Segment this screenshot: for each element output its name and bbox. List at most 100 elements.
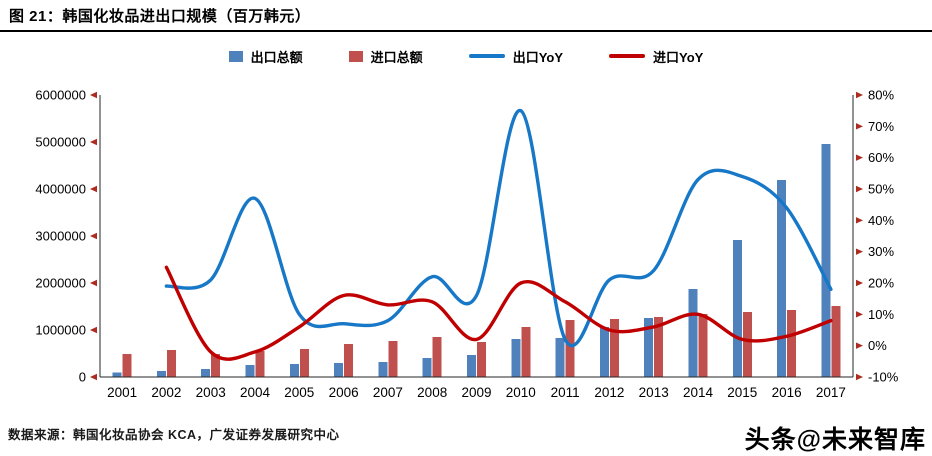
left-axis-tick-label: 0 bbox=[79, 370, 86, 385]
bar bbox=[432, 336, 442, 377]
axis-lines bbox=[99, 95, 854, 378]
left-axis-tick-label: 3000000 bbox=[35, 229, 86, 244]
chart-legend: 出口总额 进口总额 出口YoY 进口YoY bbox=[0, 44, 932, 68]
x-axis-tick-label: 2016 bbox=[772, 385, 802, 400]
right-axis-tick-label: -10% bbox=[868, 370, 899, 385]
bar bbox=[688, 289, 698, 377]
bar bbox=[521, 327, 531, 377]
right-axis-tick-label: 30% bbox=[868, 244, 894, 259]
right-axis-tick-label: 80% bbox=[868, 88, 894, 103]
bars-export-total bbox=[112, 144, 831, 377]
bar bbox=[156, 370, 166, 377]
x-axis-tick-label: 2002 bbox=[151, 385, 181, 400]
line-export-yoy bbox=[164, 108, 833, 348]
legend-swatch-import-bar bbox=[348, 50, 363, 62]
right-axis-tick-label: 20% bbox=[868, 276, 894, 291]
x-axis-tick-label: 2014 bbox=[683, 385, 714, 400]
x-axis-tick-label: 2015 bbox=[727, 385, 757, 400]
bar bbox=[289, 363, 299, 377]
right-axis-tick-label: 60% bbox=[868, 150, 894, 165]
left-tick-marker bbox=[90, 326, 97, 334]
bar bbox=[255, 350, 265, 377]
x-axis-tick-label: 2001 bbox=[107, 385, 137, 400]
bar bbox=[122, 354, 132, 377]
x-axis-tick-label: 2004 bbox=[240, 385, 271, 400]
legend-swatch-export-bar bbox=[228, 50, 243, 62]
left-axis-tick-label: 1000000 bbox=[35, 323, 86, 338]
right-tick-marker bbox=[856, 279, 863, 287]
right-tick-marker bbox=[856, 154, 863, 161]
bar bbox=[477, 341, 486, 378]
bar bbox=[565, 319, 575, 377]
bar bbox=[821, 144, 831, 377]
right-tick-marker bbox=[856, 123, 863, 130]
right-tick-marker bbox=[856, 91, 863, 99]
x-axis-tick-label: 2007 bbox=[373, 385, 403, 400]
right-tick-marker bbox=[856, 311, 863, 318]
right-tick-marker bbox=[856, 373, 863, 381]
bar bbox=[201, 368, 211, 377]
left-axis-labels: 0 1000000 2000000 3000000 4000000 5000000 6000… bbox=[35, 88, 97, 385]
bar bbox=[344, 344, 354, 377]
title-divider bbox=[0, 30, 932, 32]
bar bbox=[388, 341, 398, 377]
bar bbox=[555, 338, 565, 377]
legend-swatch-import-line bbox=[609, 54, 646, 58]
right-axis-tick-label: 70% bbox=[868, 119, 894, 134]
data-source-note: 数据来源：韩国化妆品协会 KCA，广发证券发展研究中心 bbox=[8, 428, 340, 442]
x-axis-tick-label: 2003 bbox=[196, 385, 226, 400]
bar bbox=[112, 372, 122, 377]
legend-label: 出口总额 bbox=[250, 49, 303, 65]
legend-label: 进口总额 bbox=[370, 49, 423, 65]
left-tick-marker bbox=[90, 185, 97, 193]
bar bbox=[599, 327, 609, 377]
right-tick-marker bbox=[856, 217, 863, 224]
bar bbox=[742, 311, 752, 377]
x-axis-labels: 2001 2002 2003 2004 2005 2006 2007 2008 2009 2010… bbox=[107, 385, 846, 400]
bar bbox=[654, 316, 664, 377]
legend-label: 进口YoY bbox=[653, 49, 704, 65]
right-axis-labels: -10% 0% 10% 20% 30% 40% 50% 60% 70% 80% bbox=[856, 88, 899, 385]
left-axis-tick-label: 6000000 bbox=[35, 88, 86, 103]
figure-title: 图 21：韩国化妆品进出口规模（百万韩元） bbox=[9, 8, 311, 25]
legend-item-import-total: 进口总额 bbox=[348, 47, 423, 66]
bar bbox=[299, 348, 309, 377]
watermark: 头条@未来智库 bbox=[744, 426, 926, 454]
legend-label: 出口YoY bbox=[512, 49, 564, 65]
left-tick-marker bbox=[90, 232, 97, 240]
x-axis-tick-label: 2017 bbox=[816, 385, 846, 400]
right-tick-marker bbox=[856, 248, 863, 255]
bar bbox=[422, 358, 432, 377]
right-axis-tick-label: 0% bbox=[868, 338, 887, 353]
bar bbox=[211, 354, 221, 377]
bar bbox=[644, 318, 654, 377]
x-axis-tick-label: 2013 bbox=[639, 385, 669, 400]
bar bbox=[511, 339, 521, 377]
bar bbox=[245, 365, 255, 377]
left-tick-marker bbox=[90, 279, 97, 287]
left-axis-tick-label: 5000000 bbox=[35, 135, 86, 150]
bar bbox=[777, 180, 787, 377]
right-tick-marker bbox=[856, 342, 863, 349]
left-axis-tick-label: 2000000 bbox=[35, 276, 86, 291]
line-import-yoy bbox=[164, 265, 833, 361]
x-axis-tick-label: 2005 bbox=[284, 385, 314, 400]
bar bbox=[467, 355, 476, 377]
right-axis-tick-label: 10% bbox=[868, 307, 894, 322]
left-tick-marker bbox=[90, 91, 97, 99]
x-axis-tick-label: 2012 bbox=[594, 385, 624, 400]
x-axis-tick-label: 2010 bbox=[506, 385, 536, 400]
bar bbox=[831, 305, 841, 377]
bar bbox=[787, 310, 797, 377]
bar bbox=[698, 314, 708, 377]
x-axis-tick-label: 2011 bbox=[551, 385, 580, 400]
bar bbox=[334, 363, 344, 377]
bar bbox=[732, 240, 742, 377]
right-tick-marker bbox=[856, 185, 863, 193]
x-axis-tick-label: 2009 bbox=[461, 385, 491, 400]
legend-item-export-yoy: 出口YoY bbox=[468, 47, 564, 66]
right-axis-tick-label: 40% bbox=[868, 213, 894, 228]
bars-import-total bbox=[122, 305, 841, 378]
left-tick-marker bbox=[90, 373, 97, 381]
x-axis-tick-label: 2008 bbox=[417, 385, 447, 400]
